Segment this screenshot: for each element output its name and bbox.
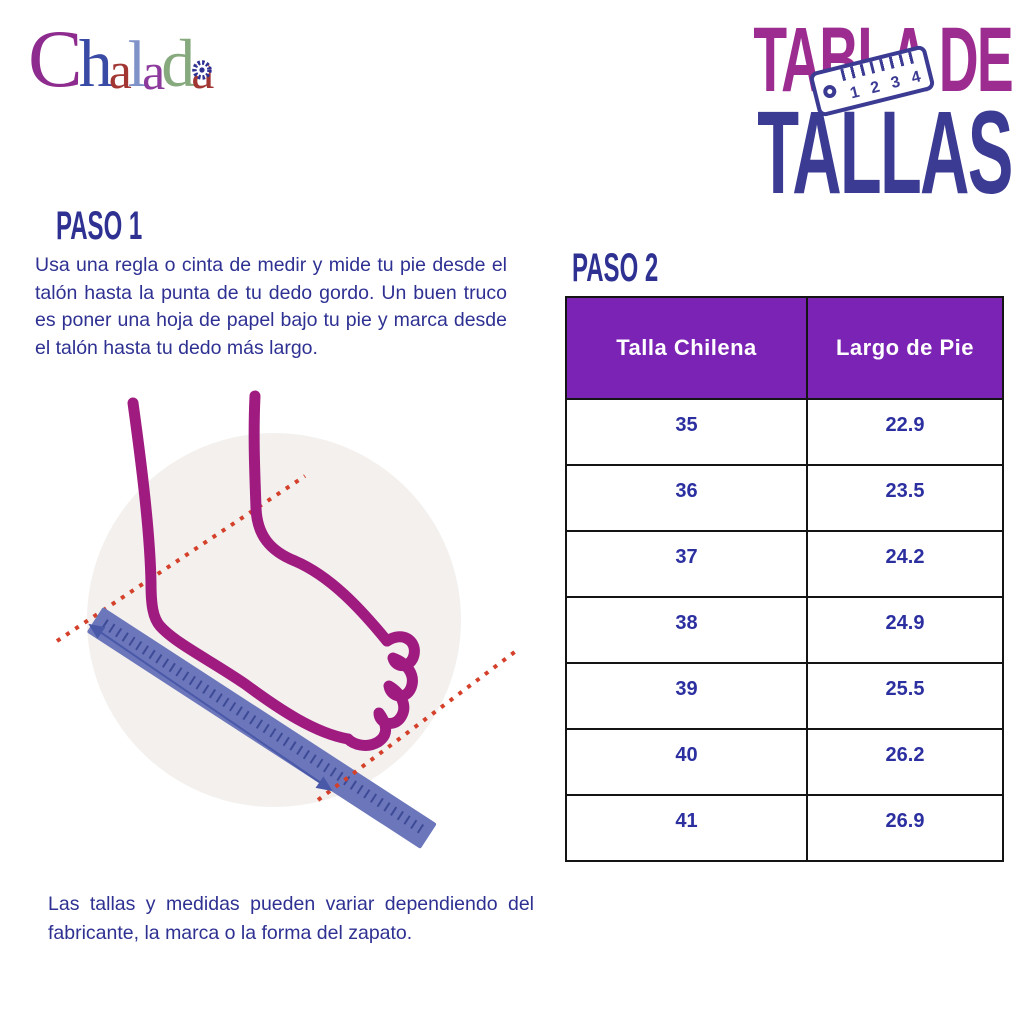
logo-letter: h xyxy=(78,25,113,101)
logo-letter: a xyxy=(142,44,165,101)
logo-letter: a xyxy=(108,43,132,100)
ruler-number: 3 xyxy=(889,73,903,93)
logo-letter: d xyxy=(161,25,195,101)
table-cell: 40 xyxy=(565,728,808,796)
table-cell: 26.2 xyxy=(806,728,1004,796)
table-cell: 38 xyxy=(565,596,808,664)
table-row: 39 25.5 xyxy=(565,662,1004,730)
table-row: 36 23.5 xyxy=(565,464,1004,532)
table-cell: 23.5 xyxy=(806,464,1004,532)
page-title: TABLA DE TALLAS xyxy=(573,14,1014,219)
foot-back-leg-and-sole xyxy=(127,397,354,745)
logo-letter: C xyxy=(28,13,83,104)
ruler-number: 2 xyxy=(868,78,882,98)
table-cell: 39 xyxy=(565,662,808,730)
table-cell: 35 xyxy=(565,398,808,466)
measurement-arrow xyxy=(88,623,333,792)
title-line-2: TALLAS xyxy=(757,87,1014,219)
size-table: Talla Chilena Largo de Pie 35 22.9 36 23.5 3… xyxy=(565,296,1004,862)
table-cell: 37 xyxy=(565,530,808,598)
paso2-heading: PASO 2 xyxy=(572,246,659,290)
paso1-heading: PASO 1 xyxy=(56,204,143,248)
table-cell: 41 xyxy=(565,794,808,862)
disclaimer-note: Las tallas y medidas pueden variar depen… xyxy=(48,893,534,944)
table-row: 40 26.2 xyxy=(565,728,1004,796)
table-cell: 36 xyxy=(565,464,808,532)
size-table-body: 35 22.9 36 23.5 37 24.2 38 24.9 39 25.5 40 26.2 41 26… xyxy=(565,398,1004,862)
table-cell: 25.5 xyxy=(806,662,1004,730)
table-cell: 26.9 xyxy=(806,794,1004,862)
table-row: 35 22.9 xyxy=(565,398,1004,466)
paso1-instructions: Usa una regla o cinta de medir y mide tu… xyxy=(35,254,507,359)
table-row: 38 24.9 xyxy=(565,596,1004,664)
foot-front-leg-and-instep xyxy=(248,390,393,647)
table-cell: 22.9 xyxy=(806,398,1004,466)
foot-toes xyxy=(342,631,420,751)
flower-ornament-icon xyxy=(192,60,212,80)
column-header-largo-de-pie: Largo de Pie xyxy=(806,296,1004,400)
table-row: 37 24.2 xyxy=(565,530,1004,598)
ruler-number: 4 xyxy=(909,68,923,88)
table-cell: 24.2 xyxy=(806,530,1004,598)
logo-letter: l xyxy=(127,28,146,101)
ruler-hole-icon xyxy=(821,83,838,100)
foot-measure-illustration xyxy=(55,390,518,849)
table-row: 41 26.9 xyxy=(565,794,1004,862)
logo: Chalada xyxy=(28,13,214,114)
table-header-row: Talla Chilena Largo de Pie xyxy=(565,296,1004,400)
toe-guide-dotted-line xyxy=(316,649,518,802)
ruler-number: 1 xyxy=(848,83,862,103)
column-header-talla-chilena: Talla Chilena xyxy=(565,296,808,400)
table-cell: 24.9 xyxy=(806,596,1004,664)
